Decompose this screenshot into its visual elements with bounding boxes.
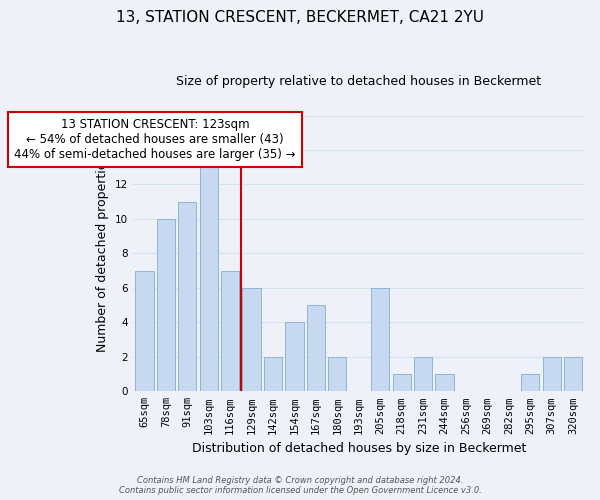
Text: Contains HM Land Registry data © Crown copyright and database right 2024.
Contai: Contains HM Land Registry data © Crown c…	[119, 476, 481, 495]
Text: 13, STATION CRESCENT, BECKERMET, CA21 2YU: 13, STATION CRESCENT, BECKERMET, CA21 2Y…	[116, 10, 484, 25]
Text: 13 STATION CRESCENT: 123sqm
← 54% of detached houses are smaller (43)
44% of sem: 13 STATION CRESCENT: 123sqm ← 54% of det…	[14, 118, 296, 161]
Bar	[157, 219, 175, 392]
Bar	[307, 305, 325, 392]
X-axis label: Distribution of detached houses by size in Beckermet: Distribution of detached houses by size …	[191, 442, 526, 455]
Bar	[328, 357, 346, 392]
Bar	[264, 357, 282, 392]
Title: Size of property relative to detached houses in Beckermet: Size of property relative to detached ho…	[176, 75, 541, 88]
Bar	[564, 357, 583, 392]
Bar	[242, 288, 261, 392]
Bar	[542, 357, 561, 392]
Bar	[521, 374, 539, 392]
Bar	[178, 202, 196, 392]
Bar	[221, 270, 239, 392]
Y-axis label: Number of detached properties: Number of detached properties	[96, 155, 109, 352]
Bar	[286, 322, 304, 392]
Bar	[392, 374, 411, 392]
Bar	[436, 374, 454, 392]
Bar	[371, 288, 389, 392]
Bar	[414, 357, 432, 392]
Bar	[200, 168, 218, 392]
Bar	[135, 270, 154, 392]
